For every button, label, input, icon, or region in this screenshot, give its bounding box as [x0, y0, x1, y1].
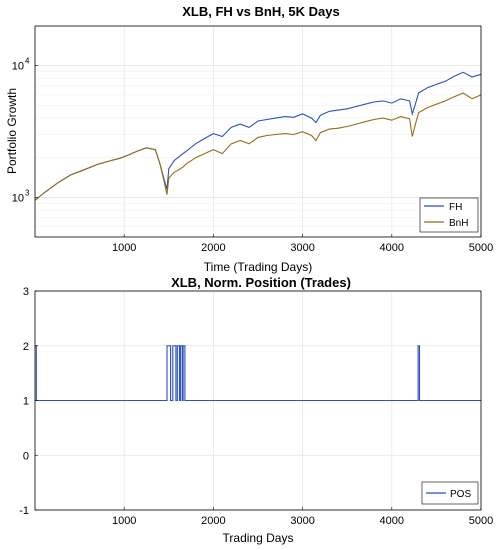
top-y-tick-exponent: 4	[25, 57, 30, 66]
series-line-pos	[35, 345, 481, 402]
bottom-series	[35, 345, 481, 402]
legend-label-bnh: BnH	[449, 218, 468, 229]
top-y-tick-exponent: 3	[25, 188, 30, 197]
top-series	[34, 71, 482, 201]
top-legend-box	[419, 197, 479, 233]
top-x-tick-label: 5000	[469, 242, 493, 254]
bottom-x-ticks: 1000 2000 3000 4000 5000	[112, 507, 493, 527]
top-y-axis-label: Portfolio Growth	[5, 88, 19, 174]
top-chart-title: XLB, FH vs BnH, 5K Days	[182, 4, 340, 19]
legend-label-fh: FH	[449, 202, 462, 213]
top-plot-frame	[34, 25, 482, 238]
bottom-y-tick-label: 3	[23, 286, 29, 298]
bottom-x-tick-label: 4000	[380, 515, 404, 527]
bottom-x-tick-label: 5000	[469, 515, 493, 527]
top-x-tick-label: 2000	[201, 242, 225, 254]
bottom-x-tick-label: 3000	[290, 515, 314, 527]
top-x-ticks: 1000 2000 3000 4000 5000	[112, 234, 493, 254]
bottom-x-tick-label: 1000	[112, 515, 136, 527]
top-legend: FH BnH	[419, 197, 479, 233]
bottom-legend-box	[421, 481, 479, 505]
top-x-tick-label: 4000	[380, 242, 404, 254]
top-y-tick-label: 10	[12, 192, 24, 204]
bottom-x-axis-label: Trading Days	[223, 531, 294, 545]
bottom-chart: XLB, Norm. Position (Trades) 1000 2000 300…	[19, 275, 493, 545]
bottom-x-tick-label: 2000	[201, 515, 225, 527]
bottom-y-ticks: -1 0 1 2 3	[19, 286, 38, 517]
series-line-fh	[34, 71, 482, 201]
top-chart: XLB, FH vs BnH, 5K Days 1000 2000 3000 4000…	[5, 4, 493, 274]
bottom-y-tick-label: 1	[23, 396, 29, 408]
bottom-y-tick-label: 0	[23, 450, 29, 462]
top-x-tick-label: 1000	[112, 242, 136, 254]
top-y-tick-label: 10	[12, 61, 24, 73]
bottom-y-tick-label: -1	[19, 505, 29, 517]
bottom-y-tick-label: 2	[23, 341, 29, 353]
bottom-legend: POS	[421, 481, 479, 505]
legend-label-pos: POS	[450, 489, 471, 500]
top-x-axis-label: Time (Trading Days)	[204, 260, 312, 274]
bottom-chart-title: XLB, Norm. Position (Trades)	[171, 275, 351, 290]
top-x-tick-label: 3000	[290, 242, 314, 254]
series-line-bnh	[34, 92, 482, 201]
